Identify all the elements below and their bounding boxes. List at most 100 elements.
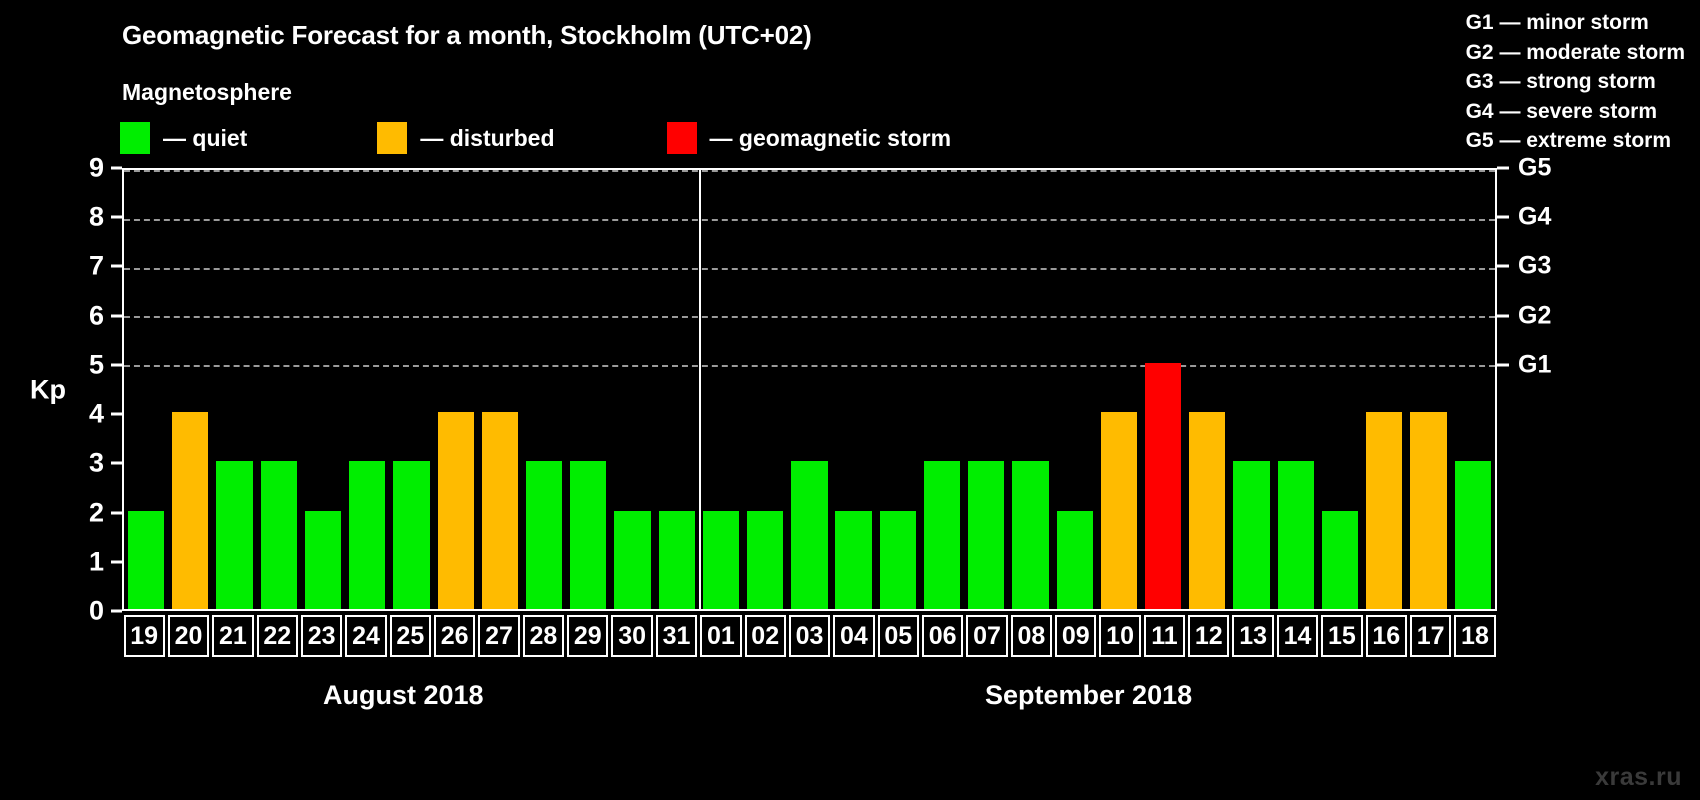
day-label: 13 bbox=[1232, 615, 1274, 657]
y-tick-label: 3 bbox=[88, 447, 104, 478]
day-label: 03 bbox=[788, 615, 831, 657]
y-tick-mark bbox=[111, 609, 122, 613]
bar-slot bbox=[655, 170, 699, 609]
y-tick-label: 4 bbox=[88, 398, 104, 429]
bar bbox=[216, 461, 253, 609]
bar-series bbox=[124, 170, 1495, 609]
day-label: 10 bbox=[1099, 615, 1141, 657]
g-tick-mark bbox=[1497, 166, 1509, 170]
day-label: 22 bbox=[256, 615, 298, 657]
day-label: 21 bbox=[212, 615, 254, 657]
day-label: 27 bbox=[478, 615, 520, 657]
bar-slot bbox=[1362, 170, 1406, 609]
disturbed-swatch bbox=[377, 122, 408, 154]
g-tick-label: G5 bbox=[1518, 153, 1552, 182]
y-tick-mark bbox=[111, 363, 122, 367]
bar-slot bbox=[876, 170, 920, 609]
legend-label: — geomagnetic storm bbox=[709, 124, 952, 151]
g-scale-axis: G1 G2 G3 G4 G5 bbox=[1497, 154, 1700, 611]
legend-entry: — quiet bbox=[120, 122, 247, 154]
bar-slot bbox=[345, 170, 389, 609]
y-tick-mark bbox=[111, 560, 122, 564]
bar-slot bbox=[1141, 170, 1185, 609]
day-label: 01 bbox=[700, 615, 742, 657]
day-label: 15 bbox=[1321, 615, 1363, 657]
bar-slot bbox=[964, 170, 1008, 609]
storm-scale-legend: G1 — minor storm G2 — moderate storm G3 — … bbox=[1466, 8, 1685, 156]
legend-entry: — geomagnetic storm bbox=[666, 122, 952, 154]
g-tick-label: G3 bbox=[1518, 251, 1552, 280]
bar-slot bbox=[212, 170, 256, 609]
bar-slot bbox=[610, 170, 654, 609]
gridline bbox=[124, 218, 1495, 221]
g-tick-mark bbox=[1497, 215, 1509, 219]
bar-slot bbox=[1097, 170, 1141, 609]
storm-scale-row: G2 — moderate storm bbox=[1465, 40, 1685, 64]
bar bbox=[570, 461, 607, 609]
bar-slot bbox=[1318, 170, 1362, 609]
day-label: 20 bbox=[167, 615, 210, 657]
y-tick-mark bbox=[111, 461, 122, 465]
bar-slot bbox=[1185, 170, 1229, 609]
bar-slot bbox=[1008, 170, 1052, 609]
bar-slot bbox=[787, 170, 831, 609]
bar bbox=[835, 510, 872, 609]
day-label: 25 bbox=[389, 615, 432, 657]
month-divider-line bbox=[698, 170, 701, 609]
y-tick-mark bbox=[111, 215, 122, 219]
day-label: 28 bbox=[522, 615, 565, 657]
bar-slot bbox=[832, 170, 876, 609]
magnetosphere-legend: — quiet — disturbed — geomagnetic storm bbox=[120, 122, 951, 154]
bar bbox=[968, 461, 1005, 609]
bar bbox=[1454, 461, 1491, 609]
page-title: Geomagnetic Forecast for a month, Stockh… bbox=[122, 20, 812, 50]
bar-slot bbox=[1053, 170, 1097, 609]
bar-slot bbox=[168, 170, 212, 609]
bar bbox=[481, 412, 518, 609]
y-tick-mark bbox=[111, 166, 122, 170]
y-tick-mark bbox=[111, 511, 122, 515]
g-tick-mark bbox=[1497, 363, 1509, 367]
day-label: 17 bbox=[1409, 615, 1452, 657]
day-label: 09 bbox=[1055, 615, 1097, 657]
bar bbox=[304, 510, 342, 609]
day-label: 18 bbox=[1454, 615, 1496, 657]
bar-slot bbox=[920, 170, 964, 609]
day-label: 08 bbox=[1010, 615, 1053, 657]
y-tick-label: 2 bbox=[88, 497, 104, 528]
watermark: xras.ru bbox=[1595, 763, 1682, 791]
gridline bbox=[124, 267, 1495, 270]
legend-label: — disturbed bbox=[420, 124, 555, 151]
y-tick-label: 7 bbox=[88, 250, 104, 281]
bar-slot bbox=[434, 170, 478, 609]
g-tick-label: G4 bbox=[1518, 202, 1552, 231]
bar bbox=[525, 461, 563, 609]
day-label: 06 bbox=[921, 615, 964, 657]
y-tick-mark bbox=[111, 264, 122, 268]
bar-slot bbox=[1451, 170, 1495, 609]
y-tick-mark bbox=[111, 314, 122, 318]
bar-slot bbox=[478, 170, 522, 609]
bar bbox=[1321, 510, 1359, 609]
bar bbox=[260, 461, 297, 609]
bar bbox=[658, 510, 695, 609]
bar-slot bbox=[566, 170, 610, 609]
y-tick-label: 1 bbox=[88, 546, 104, 577]
bar-slot bbox=[699, 170, 743, 609]
bar bbox=[393, 461, 430, 609]
gridline bbox=[124, 170, 1495, 172]
bar bbox=[879, 510, 916, 609]
month-label: September 2018 bbox=[985, 680, 1193, 710]
g-tick-mark bbox=[1497, 314, 1509, 318]
bar bbox=[1056, 510, 1093, 609]
y-tick-label: 9 bbox=[88, 152, 104, 183]
y-tick-mark bbox=[111, 412, 122, 416]
day-label: 24 bbox=[345, 615, 387, 657]
bar-slot bbox=[1229, 170, 1273, 609]
bar bbox=[923, 461, 961, 609]
bar bbox=[437, 412, 474, 609]
bar-slot bbox=[301, 170, 345, 609]
g-tick-mark bbox=[1497, 264, 1509, 268]
g-tick-label: G2 bbox=[1518, 301, 1552, 330]
bar bbox=[614, 510, 651, 609]
